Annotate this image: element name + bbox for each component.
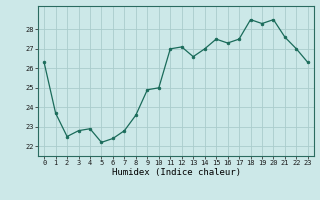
- X-axis label: Humidex (Indice chaleur): Humidex (Indice chaleur): [111, 168, 241, 177]
